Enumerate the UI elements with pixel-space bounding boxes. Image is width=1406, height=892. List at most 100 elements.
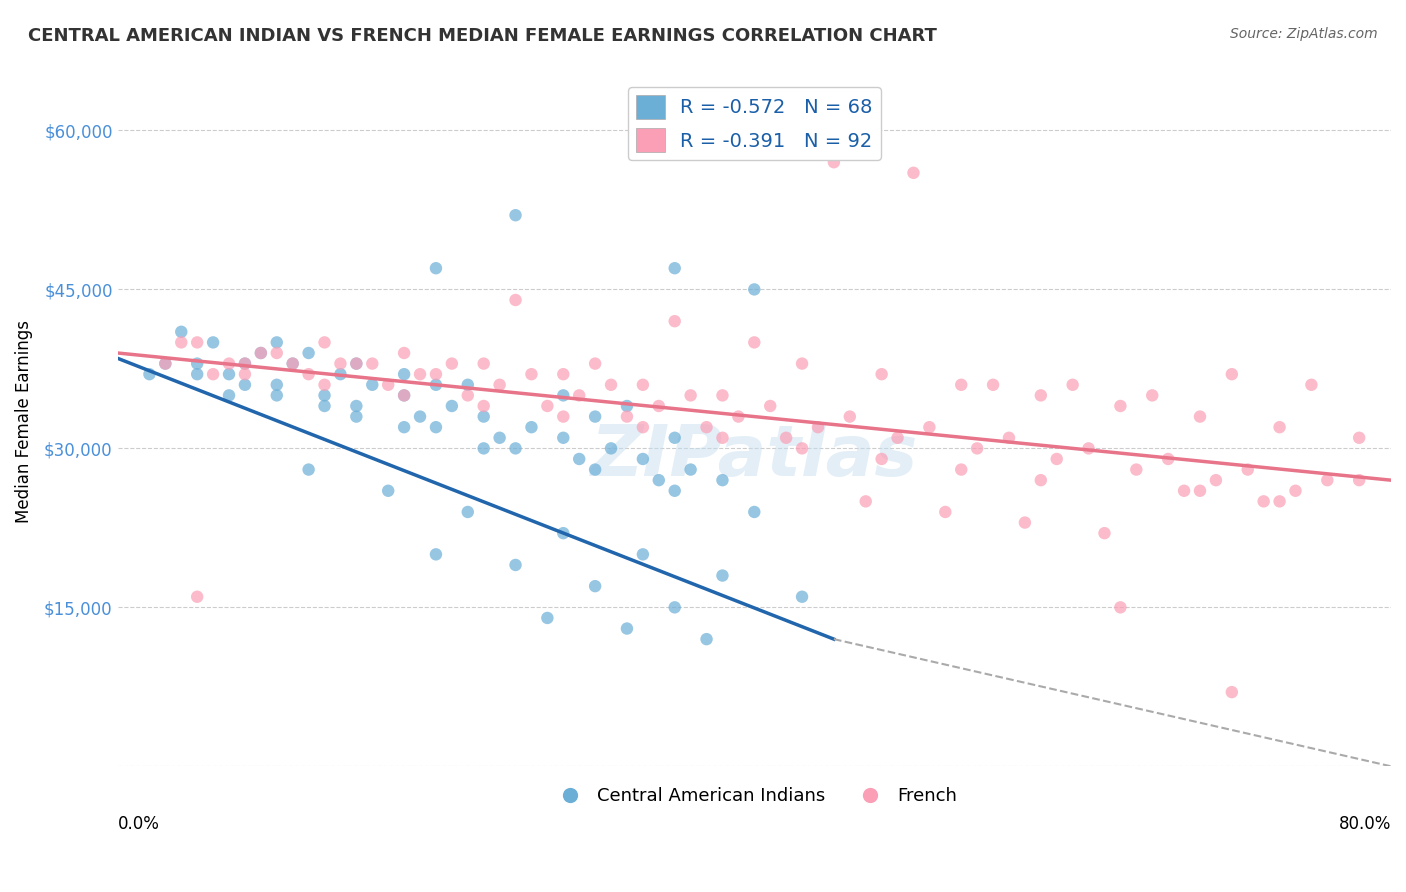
- Point: [425, 261, 447, 276]
- Point: [1253, 494, 1275, 508]
- Point: [233, 357, 256, 371]
- Point: [392, 388, 415, 402]
- Point: [1301, 377, 1323, 392]
- Point: [488, 377, 510, 392]
- Text: Source: ZipAtlas.com: Source: ZipAtlas.com: [1230, 27, 1378, 41]
- Point: [1220, 367, 1243, 381]
- Point: [155, 357, 177, 371]
- Point: [966, 442, 988, 456]
- Point: [1173, 483, 1195, 498]
- Point: [505, 442, 527, 456]
- Point: [553, 409, 575, 424]
- Point: [1205, 473, 1227, 487]
- Point: [696, 632, 718, 647]
- Point: [1236, 462, 1258, 476]
- Point: [568, 388, 591, 402]
- Point: [711, 431, 734, 445]
- Point: [631, 420, 654, 434]
- Point: [329, 357, 352, 371]
- Point: [281, 357, 304, 371]
- Point: [520, 367, 543, 381]
- Point: [1268, 494, 1291, 508]
- Point: [425, 367, 447, 381]
- Point: [664, 600, 686, 615]
- Point: [440, 357, 463, 371]
- Point: [775, 431, 797, 445]
- Text: 80.0%: 80.0%: [1339, 814, 1391, 832]
- Point: [377, 377, 399, 392]
- Point: [711, 568, 734, 582]
- Point: [392, 388, 415, 402]
- Point: [631, 452, 654, 467]
- Point: [616, 622, 638, 636]
- Point: [186, 590, 208, 604]
- Point: [202, 335, 225, 350]
- Point: [281, 357, 304, 371]
- Point: [186, 335, 208, 350]
- Point: [1142, 388, 1164, 402]
- Point: [1268, 420, 1291, 434]
- Point: [870, 367, 893, 381]
- Point: [233, 377, 256, 392]
- Point: [1029, 388, 1052, 402]
- Point: [266, 377, 288, 392]
- Point: [297, 462, 319, 476]
- Point: [553, 526, 575, 541]
- Point: [250, 346, 273, 360]
- Point: [505, 558, 527, 572]
- Point: [600, 442, 623, 456]
- Point: [425, 547, 447, 561]
- Point: [202, 367, 225, 381]
- Point: [218, 367, 240, 381]
- Text: CENTRAL AMERICAN INDIAN VS FRENCH MEDIAN FEMALE EARNINGS CORRELATION CHART: CENTRAL AMERICAN INDIAN VS FRENCH MEDIAN…: [28, 27, 936, 45]
- Point: [1029, 473, 1052, 487]
- Point: [583, 462, 606, 476]
- Point: [631, 547, 654, 561]
- Point: [329, 367, 352, 381]
- Point: [553, 367, 575, 381]
- Point: [553, 431, 575, 445]
- Text: ZIPatlas: ZIPatlas: [591, 422, 918, 491]
- Point: [790, 590, 813, 604]
- Point: [314, 377, 336, 392]
- Point: [1157, 452, 1180, 467]
- Point: [536, 611, 558, 625]
- Point: [186, 367, 208, 381]
- Point: [425, 377, 447, 392]
- Point: [520, 420, 543, 434]
- Point: [1094, 526, 1116, 541]
- Point: [918, 420, 941, 434]
- Point: [186, 357, 208, 371]
- Point: [631, 377, 654, 392]
- Point: [472, 357, 495, 371]
- Point: [457, 388, 479, 402]
- Point: [838, 409, 860, 424]
- Point: [790, 442, 813, 456]
- Point: [344, 399, 367, 413]
- Point: [600, 377, 623, 392]
- Point: [664, 431, 686, 445]
- Point: [742, 282, 765, 296]
- Point: [1284, 483, 1306, 498]
- Point: [297, 367, 319, 381]
- Point: [488, 431, 510, 445]
- Point: [855, 494, 877, 508]
- Point: [742, 505, 765, 519]
- Point: [664, 261, 686, 276]
- Point: [392, 367, 415, 381]
- Point: [155, 357, 177, 371]
- Point: [392, 420, 415, 434]
- Point: [457, 377, 479, 392]
- Point: [679, 388, 702, 402]
- Point: [297, 346, 319, 360]
- Point: [981, 377, 1004, 392]
- Point: [903, 166, 925, 180]
- Point: [1014, 516, 1036, 530]
- Point: [409, 409, 432, 424]
- Point: [664, 314, 686, 328]
- Point: [616, 409, 638, 424]
- Point: [1348, 473, 1371, 487]
- Point: [314, 335, 336, 350]
- Point: [266, 335, 288, 350]
- Point: [1188, 483, 1211, 498]
